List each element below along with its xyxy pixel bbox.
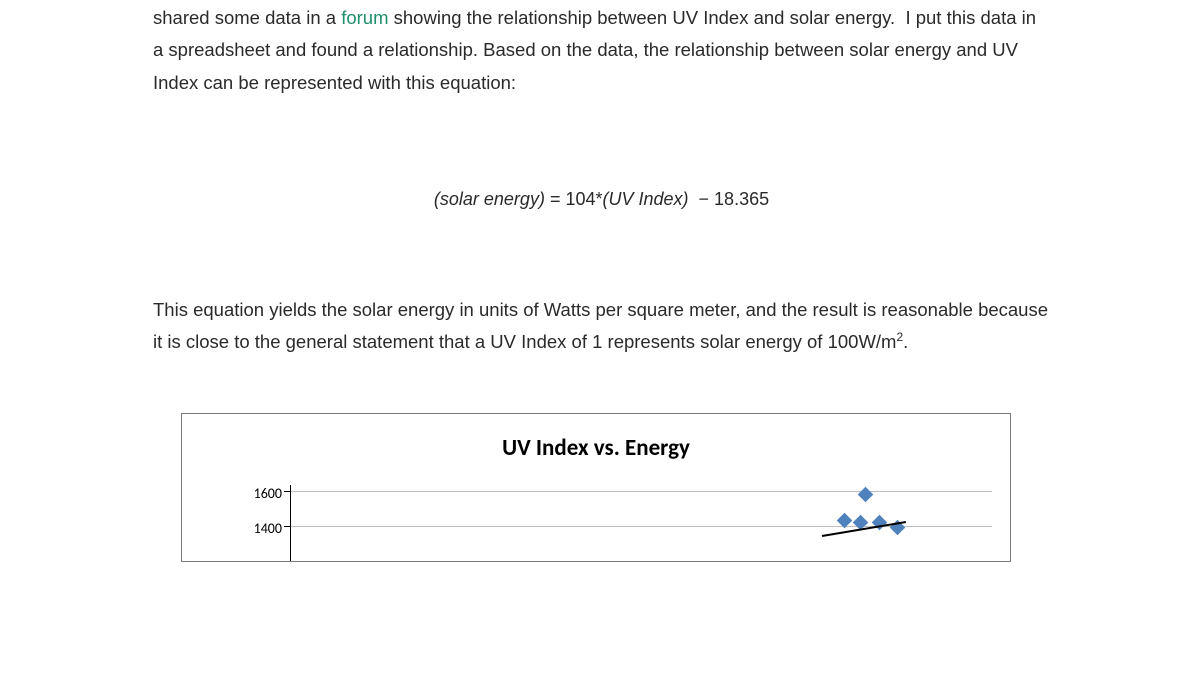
equation-uv: (UV Index) [603,189,689,209]
y-axis-line [290,485,291,561]
equation: (solar energy) = 104*(UV Index) − 18.365 [153,99,1050,294]
equation-eq: = 104* [545,189,603,209]
y-label-1400: 1400 [232,517,282,542]
result-paragraph: This equation yields the solar energy in… [153,294,1050,359]
intro-paragraph: shared some data in a forum showing the … [153,0,1050,99]
chart-plot-area: 1600 1400 [182,481,1010,561]
equation-lhs: (solar energy) [434,189,545,209]
equation-tail: − 18.365 [689,189,770,209]
chart-title: UV Index vs. Energy [182,428,1010,468]
chart-frame: UV Index vs. Energy 1600 1400 [181,413,1011,561]
result-text-post: . [903,331,908,352]
result-text-pre: This equation yields the solar energy in… [153,299,1048,352]
y-tick-1600 [284,491,290,492]
chart-container: UV Index vs. Energy 1600 1400 [181,413,1050,561]
y-tick-1400 [284,526,290,527]
y-label-1600: 1600 [232,482,282,507]
gridline-1600 [291,491,992,492]
forum-link[interactable]: forum [341,7,388,28]
scatter-point [857,487,873,503]
intro-text-pre: shared some data in a [153,7,341,28]
